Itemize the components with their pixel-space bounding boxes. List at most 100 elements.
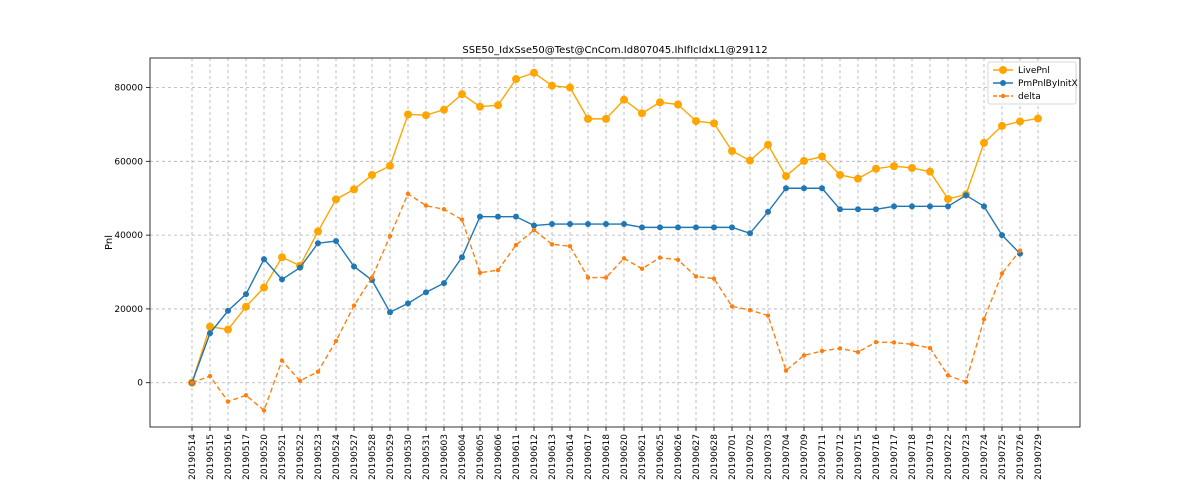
data-point xyxy=(692,117,700,126)
data-point xyxy=(585,221,591,228)
data-point xyxy=(693,274,699,279)
x-tick-label: 20190620 xyxy=(620,434,630,480)
x-tick-label: 20190712 xyxy=(836,434,846,480)
data-point xyxy=(495,213,501,220)
data-point xyxy=(819,185,825,192)
series-line-delta xyxy=(191,192,1021,412)
x-tick-label: 20190617 xyxy=(584,434,594,480)
data-point xyxy=(710,119,718,128)
data-point xyxy=(530,68,538,77)
data-point xyxy=(675,257,681,263)
series-pmpnlbyinitx xyxy=(189,185,1023,386)
x-tick-label: 20190611 xyxy=(512,434,522,480)
data-point xyxy=(621,221,627,228)
data-point xyxy=(711,224,717,231)
data-point xyxy=(423,289,429,296)
data-point xyxy=(387,309,393,316)
data-point xyxy=(1016,117,1024,126)
data-point xyxy=(243,393,249,398)
data-point xyxy=(945,373,951,378)
x-tick-label: 20190524 xyxy=(332,434,342,480)
data-point xyxy=(333,238,339,245)
y-tick-label: 40000 xyxy=(114,231,143,241)
x-tick-label: 20190530 xyxy=(404,434,414,480)
data-point xyxy=(855,206,861,213)
x-tick-label: 20190605 xyxy=(476,434,486,480)
data-point xyxy=(801,185,807,192)
data-point xyxy=(225,307,231,314)
data-point xyxy=(261,408,267,413)
legend-swatch-marker xyxy=(1000,93,1006,99)
data-point xyxy=(873,206,879,213)
data-point xyxy=(441,280,447,287)
data-point xyxy=(981,317,987,322)
plot-area-frame xyxy=(149,57,1081,428)
data-point xyxy=(963,379,969,385)
data-point xyxy=(711,276,717,281)
data-point xyxy=(621,256,627,261)
data-point xyxy=(674,100,682,109)
data-point xyxy=(512,75,520,84)
data-point xyxy=(513,213,519,220)
data-point xyxy=(351,263,357,270)
data-point xyxy=(729,224,735,231)
data-point xyxy=(242,302,250,311)
data-point xyxy=(423,203,429,208)
x-tick-label: 20190724 xyxy=(980,434,990,480)
data-point xyxy=(206,322,214,331)
data-point xyxy=(1034,114,1042,123)
data-point xyxy=(369,275,375,280)
x-tick-label: 20190520 xyxy=(260,434,270,480)
x-tick-label: 20190521 xyxy=(278,434,288,480)
data-point xyxy=(873,339,879,345)
x-tick-label: 20190514 xyxy=(188,434,198,480)
x-tick-label: 20190628 xyxy=(710,434,720,480)
x-tick-label: 20190701 xyxy=(728,434,738,480)
data-point xyxy=(585,275,591,280)
data-point xyxy=(549,221,555,228)
data-point xyxy=(999,271,1005,276)
x-tick-label: 20190717 xyxy=(890,434,900,480)
data-point xyxy=(729,304,735,309)
data-point xyxy=(657,255,663,260)
data-point xyxy=(368,170,376,179)
data-point xyxy=(405,191,411,196)
data-point xyxy=(747,230,753,237)
data-point xyxy=(980,138,988,147)
data-point xyxy=(315,369,321,374)
data-point xyxy=(261,256,267,263)
x-tick-label: 20190729 xyxy=(1034,434,1044,480)
data-point xyxy=(278,253,286,262)
data-point xyxy=(656,98,664,107)
legend: LivePnl PmPnlByInitX delta xyxy=(987,61,1078,105)
data-point xyxy=(909,203,915,210)
data-point xyxy=(566,83,574,92)
gridlines xyxy=(150,58,1080,427)
data-point xyxy=(944,194,952,203)
x-tick-label: 20190715 xyxy=(854,434,864,480)
data-point xyxy=(855,349,861,355)
x-tick-label: 20190621 xyxy=(638,434,648,480)
data-point xyxy=(602,114,610,123)
data-point xyxy=(675,224,681,231)
data-point xyxy=(314,227,322,236)
data-point xyxy=(567,243,573,249)
series-lines xyxy=(188,68,1042,413)
data-point xyxy=(548,81,556,90)
data-point xyxy=(782,172,790,181)
data-point xyxy=(477,270,483,275)
x-tick-label: 20190625 xyxy=(656,434,666,480)
data-point xyxy=(783,185,789,192)
series-delta xyxy=(189,191,1023,413)
x-tick-label: 20190522 xyxy=(296,434,306,480)
data-point xyxy=(189,380,195,385)
x-tick-label: 20190603 xyxy=(440,434,450,480)
data-point xyxy=(945,203,951,210)
x-tick-label: 20190626 xyxy=(674,434,684,480)
x-tick-label: 20190528 xyxy=(368,434,378,480)
x-tick-label: 20190716 xyxy=(872,434,882,480)
data-point xyxy=(297,378,303,384)
data-point xyxy=(728,146,736,155)
